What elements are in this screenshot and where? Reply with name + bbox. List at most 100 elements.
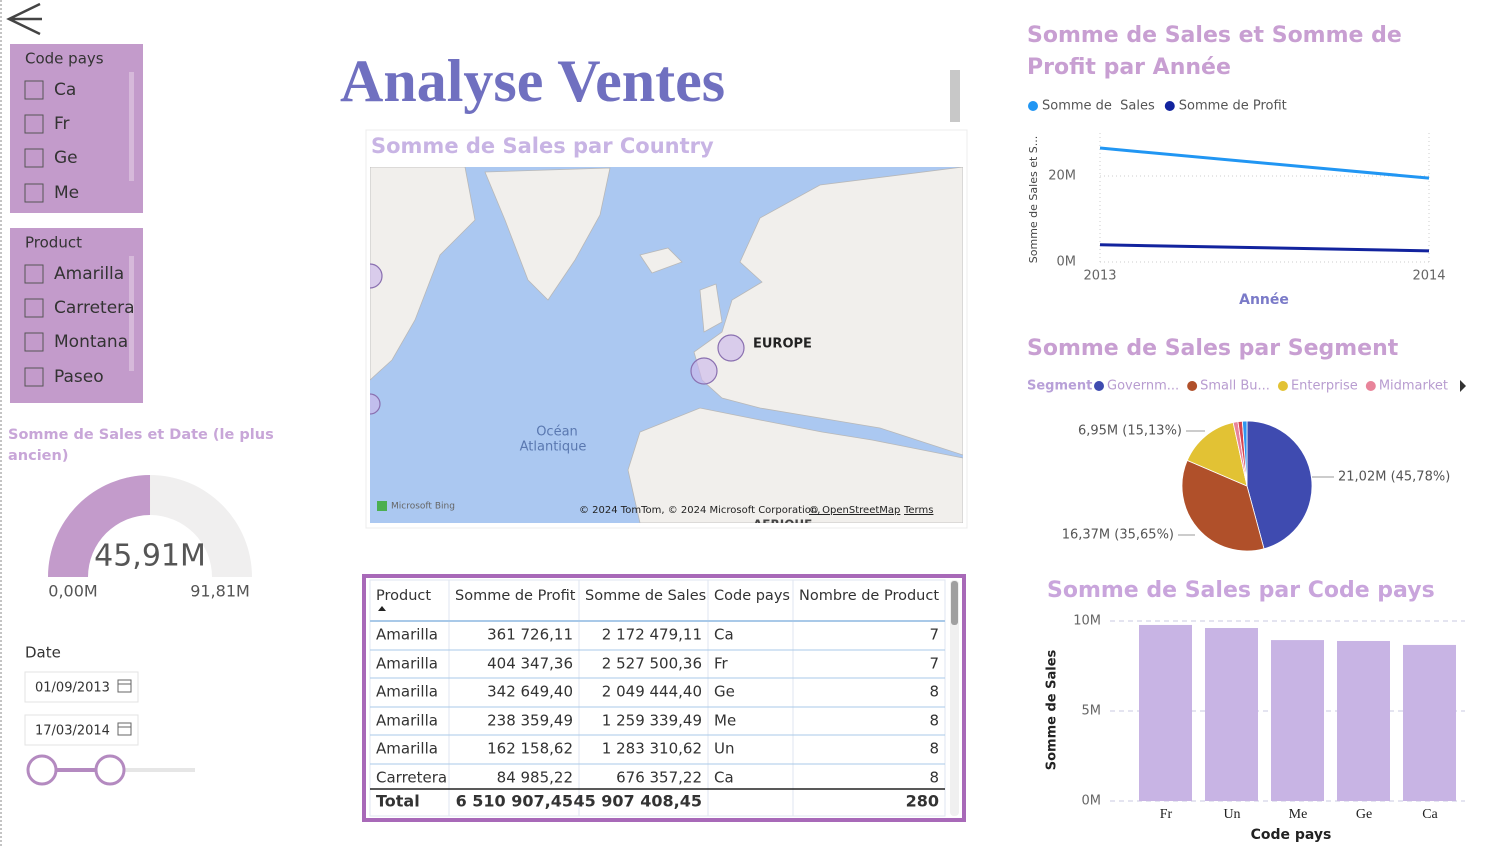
x-tick-label: 2014 [1412, 269, 1445, 284]
table-cell: Fr [714, 655, 729, 673]
map-provider: Microsoft Bing [391, 502, 455, 512]
table-scrollbar[interactable] [950, 580, 959, 816]
checkbox[interactable] [24, 148, 44, 168]
legend-swatch [1164, 101, 1175, 111]
checkbox[interactable] [24, 367, 44, 387]
bar[interactable] [1205, 628, 1258, 801]
map-terms[interactable]: Terms [903, 505, 933, 516]
table-cell: 8 [929, 712, 939, 730]
calendar-icon [117, 722, 132, 736]
table-cell: Amarilla [376, 626, 438, 644]
map-attribution: © 2024 TomTom, © 2024 Microsoft Corporat… [579, 505, 820, 516]
table-cell: 361 726,11 [487, 626, 573, 644]
pie-slice[interactable] [1181, 459, 1265, 552]
bing-logo [377, 501, 387, 511]
table-body [369, 579, 946, 817]
table-cell: 2 172 479,11 [602, 626, 702, 644]
gauge-value-label: 45,91M [94, 539, 206, 574]
slicer-item[interactable]: Fr [54, 114, 70, 134]
table-total: 6 510 907,45 [456, 792, 573, 811]
table-total: 45 907 408,45 [573, 792, 702, 811]
table-total: Total [376, 792, 420, 811]
table-cell: 238 359,49 [487, 712, 573, 730]
slicer-item[interactable]: Paseo [54, 367, 104, 387]
checkbox[interactable] [24, 183, 44, 203]
land [627, 407, 963, 523]
table-cell: Amarilla [376, 740, 438, 758]
table-cell: 676 357,22 [616, 769, 702, 787]
checkbox[interactable] [24, 298, 44, 318]
slicer-panel [10, 228, 143, 403]
land [484, 167, 611, 301]
slicer-item[interactable]: Montana [54, 332, 128, 352]
date-value[interactable]: 01/09/2013 [35, 681, 110, 696]
bar[interactable] [1139, 624, 1192, 801]
table-cell: Carretera [376, 769, 447, 787]
x-axis-label: Année [1239, 292, 1289, 308]
slider-handle[interactable] [26, 754, 58, 786]
slicer-item[interactable]: Ge [54, 148, 78, 168]
pie-slice[interactable] [1186, 422, 1248, 487]
map-bubble[interactable] [717, 334, 745, 362]
table-total: 280 [906, 792, 939, 811]
table-cell: 1 259 339,49 [602, 712, 702, 730]
land [693, 167, 963, 456]
gauge-max-label: 91,81M [190, 582, 250, 601]
y-tick-label: 5M [1082, 704, 1102, 719]
map-label: Océan [536, 425, 578, 440]
table-scroll-thumb[interactable] [951, 581, 958, 625]
date-input[interactable] [24, 671, 139, 703]
land [639, 247, 683, 274]
slicer-title: Code pays [25, 50, 104, 68]
map-bubble[interactable] [360, 393, 381, 415]
checkbox[interactable] [24, 264, 44, 284]
y-tick-label: 0M [1082, 794, 1102, 809]
bar[interactable] [1271, 640, 1324, 801]
slider-handle[interactable] [94, 754, 126, 786]
legend-label: Midmarket [1379, 379, 1448, 394]
back-button[interactable] [6, 2, 42, 36]
map-bubble[interactable] [690, 357, 718, 385]
legend-swatch [1028, 101, 1038, 111]
gauge-title: Somme de Sales et Date (le plus ancien) [8, 427, 274, 465]
table-cell: 162 158,62 [487, 740, 573, 758]
pie-slice[interactable] [1246, 420, 1313, 550]
column-header[interactable]: Somme de Sales [585, 588, 706, 604]
map-label: Atlantique [520, 440, 587, 455]
legend-next[interactable] [1460, 380, 1466, 392]
sort-arrow [378, 606, 386, 611]
pie-slice[interactable] [1241, 420, 1248, 487]
calendar-icon [117, 679, 132, 693]
land [370, 167, 476, 381]
checkbox[interactable] [24, 332, 44, 352]
slicer-item[interactable]: Carretera [54, 298, 135, 318]
slicer-item[interactable]: Ca [54, 80, 76, 100]
checkbox[interactable] [24, 114, 44, 134]
data-label: 16,37M (35,65%) [1062, 528, 1174, 543]
table-cell: 7 [929, 626, 939, 644]
column-header[interactable]: Product [376, 588, 431, 604]
map-bubble[interactable] [358, 263, 383, 289]
gauge-value [48, 475, 151, 577]
table-cell: Ca [714, 769, 734, 787]
date-input[interactable] [24, 714, 139, 746]
date-value[interactable]: 17/03/2014 [35, 724, 110, 739]
slicer-item[interactable]: Amarilla [54, 264, 124, 284]
slicer-item[interactable]: Me [54, 183, 79, 203]
checkbox[interactable] [24, 80, 44, 100]
table-cell: 1 283 310,62 [602, 740, 702, 758]
table-cell: Amarilla [376, 683, 438, 701]
column-header[interactable]: Somme de Profit [455, 588, 576, 604]
bar[interactable] [1403, 644, 1456, 801]
bar[interactable] [1337, 640, 1390, 801]
map-attribution-link[interactable]: © OpenStreetMap [809, 505, 900, 516]
legend-label: Small Bu... [1200, 379, 1270, 394]
date-label: Date [25, 644, 61, 662]
x-tick-label: Ca [1422, 807, 1438, 822]
scrollbar[interactable] [950, 70, 960, 122]
x-tick-label: Fr [1160, 807, 1173, 822]
x-tick-label: Ge [1356, 807, 1372, 822]
column-header[interactable]: Nombre de Product [799, 588, 939, 604]
column-header[interactable]: Code pays [714, 588, 790, 604]
table-cell: 8 [929, 769, 939, 787]
